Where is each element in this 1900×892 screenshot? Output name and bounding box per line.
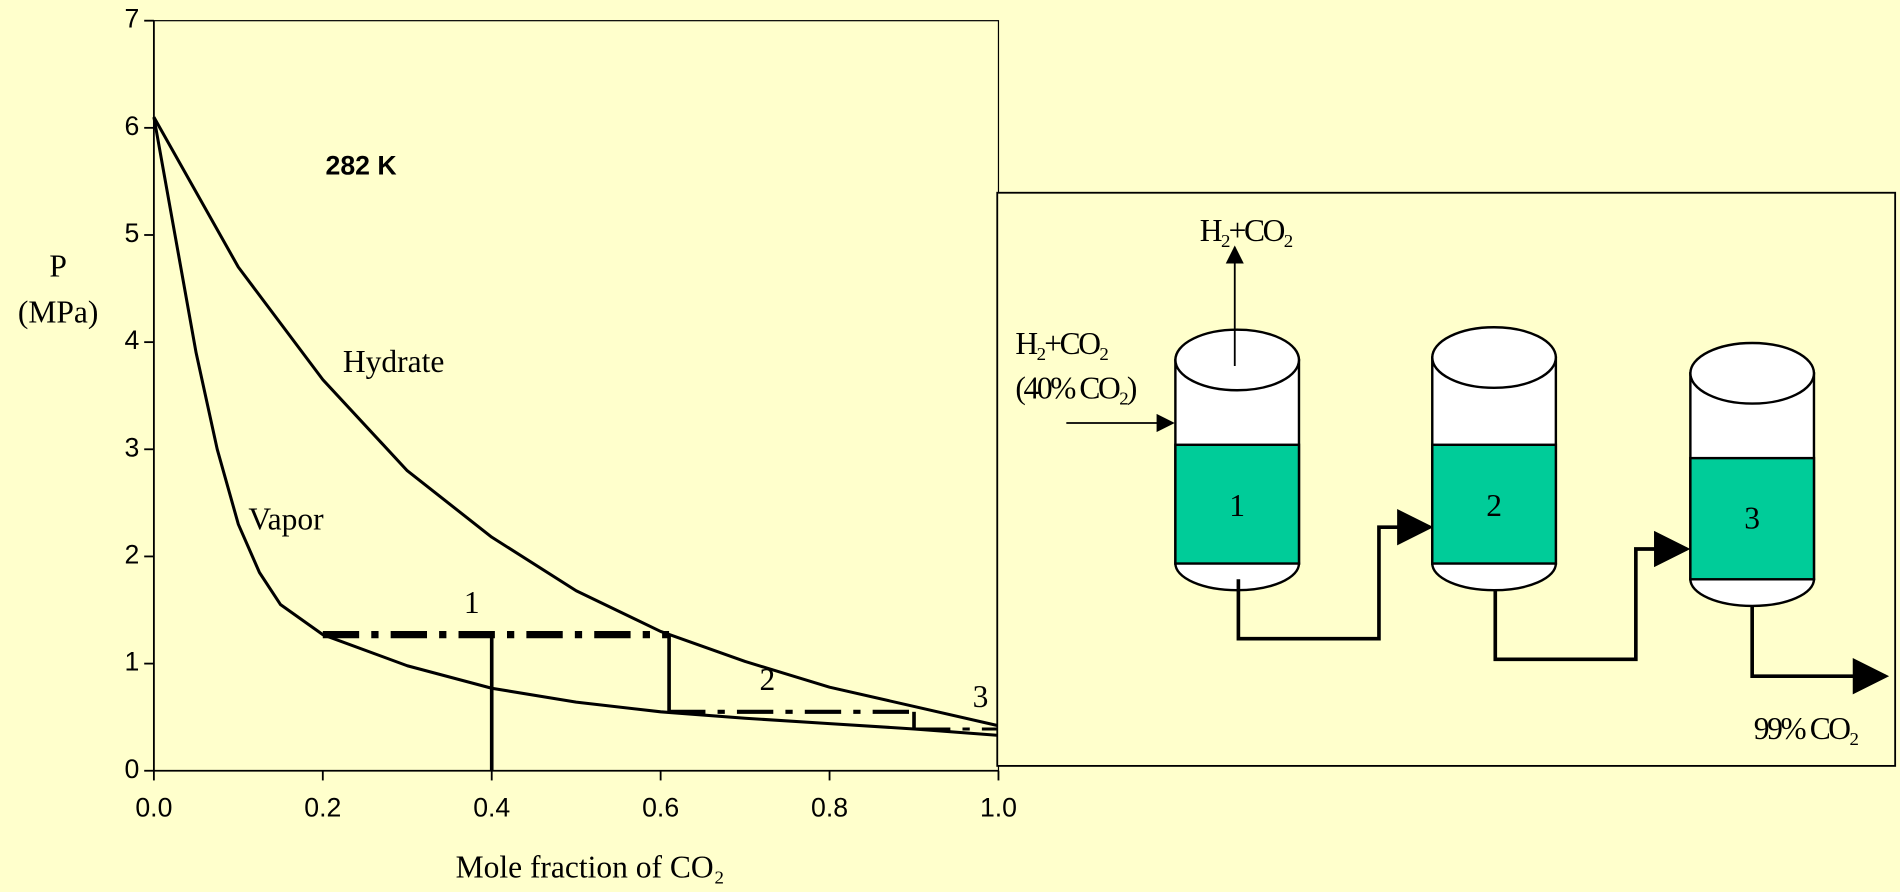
feed-label: (40% CO₂) <box>1015 371 1136 406</box>
process-diagram: H₂+CO₂ H₂+CO₂ (40% CO₂) 1 2 3 99% CO₂ <box>997 193 1895 766</box>
stage-label: 2 <box>759 662 775 697</box>
y-tick-label: 4 <box>125 325 140 355</box>
x-tick-label: 0.8 <box>811 793 848 823</box>
y-tick-label: 5 <box>125 218 140 248</box>
tank-label: 3 <box>1744 500 1760 535</box>
tank-label: 1 <box>1229 488 1245 523</box>
y-tick-label: 3 <box>125 432 140 462</box>
tank-label: 2 <box>1486 488 1502 523</box>
page: 282 K Mole fraction of CO₂ P (MPa) 0 1 2 3 4… <box>0 0 1900 892</box>
feed-label: H₂+CO₂ <box>1015 326 1108 361</box>
tank <box>1432 327 1556 590</box>
x-tick-label: 1.0 <box>980 793 1017 823</box>
tank <box>1690 343 1814 606</box>
y-axis-label: (MPa) <box>18 294 99 329</box>
y-tick-label: 6 <box>125 111 140 141</box>
product-label: 99% CO₂ <box>1754 711 1859 746</box>
x-tick-label: 0.4 <box>473 793 510 823</box>
stage-label: 1 <box>464 585 480 620</box>
x-tick-label: 0.0 <box>135 793 172 823</box>
x-axis-label: Mole fraction of CO₂ <box>456 849 725 884</box>
outlet-label: H₂+CO₂ <box>1200 213 1293 248</box>
stage-label: 3 <box>973 679 989 714</box>
y-tick-label: 2 <box>125 539 140 569</box>
y-axis-label: P <box>49 248 67 283</box>
y-tick-label: 1 <box>125 647 140 677</box>
annotation: 282 K <box>326 150 397 180</box>
tank <box>1175 330 1299 591</box>
y-tick-label: 7 <box>125 4 140 34</box>
y-tick-label: 0 <box>125 754 140 784</box>
x-tick-label: 0.2 <box>304 793 341 823</box>
series-label: Vapor <box>248 502 324 537</box>
x-tick-label: 0.6 <box>642 793 679 823</box>
series-label: Hydrate <box>343 344 444 379</box>
